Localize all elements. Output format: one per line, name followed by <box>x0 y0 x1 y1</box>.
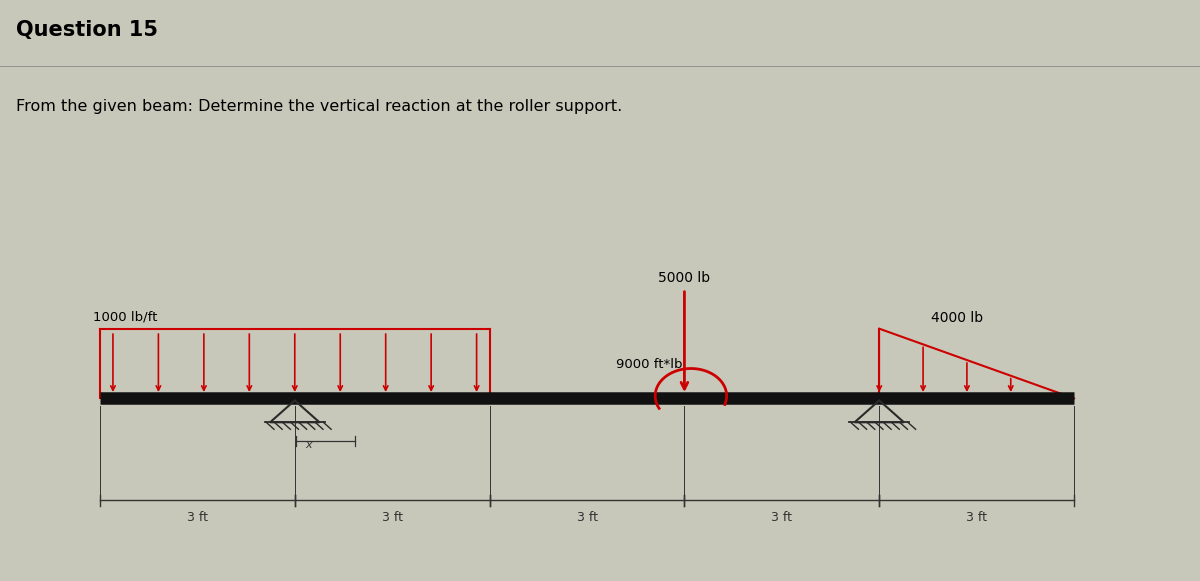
Text: 3 ft: 3 ft <box>382 511 403 525</box>
Text: 4000 lb: 4000 lb <box>931 311 983 325</box>
Text: 3 ft: 3 ft <box>576 511 598 525</box>
Text: 9000 ft*lb: 9000 ft*lb <box>617 358 683 371</box>
Text: 5000 lb: 5000 lb <box>659 271 710 285</box>
Text: 3 ft: 3 ft <box>187 511 208 525</box>
Text: Question 15: Question 15 <box>16 20 157 40</box>
Text: From the given beam: Determine the vertical reaction at the roller support.: From the given beam: Determine the verti… <box>16 99 622 113</box>
Text: x: x <box>306 440 312 450</box>
Text: 3 ft: 3 ft <box>772 511 792 525</box>
Text: 1000 lb/ft: 1000 lb/ft <box>94 311 158 324</box>
Text: 3 ft: 3 ft <box>966 511 988 525</box>
